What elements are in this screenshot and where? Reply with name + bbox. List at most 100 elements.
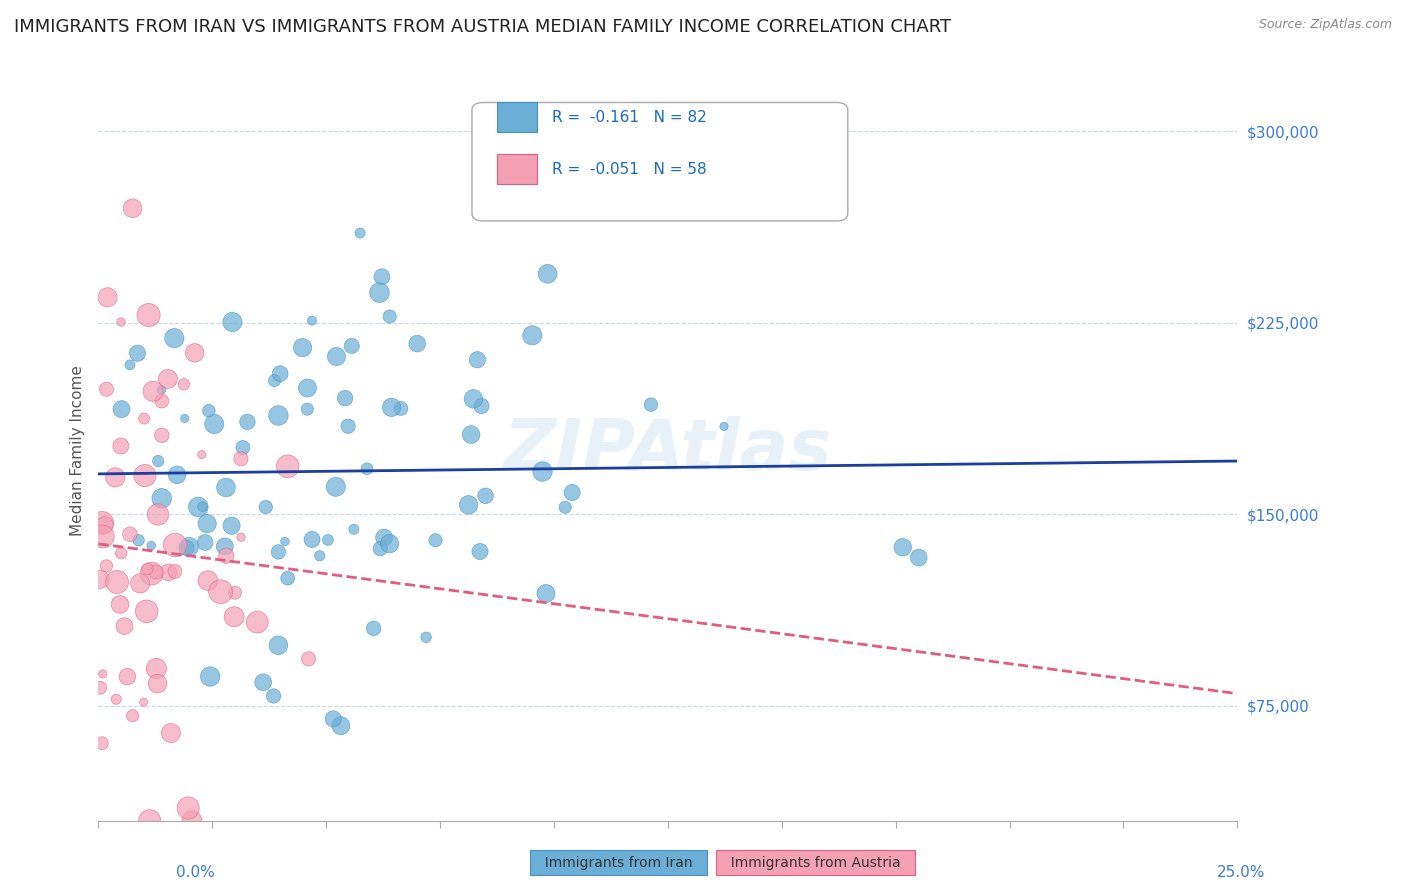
Point <box>363 621 385 635</box>
Point <box>291 341 314 355</box>
Point <box>110 546 132 560</box>
Point <box>138 814 160 828</box>
Point <box>90 736 112 750</box>
Text: Immigrants from Austria: Immigrants from Austria <box>721 855 910 870</box>
Point <box>121 708 143 723</box>
Point <box>308 549 330 563</box>
Point <box>224 609 246 624</box>
Point <box>221 315 243 329</box>
Point <box>156 372 179 386</box>
Point <box>340 339 363 353</box>
Point <box>173 411 195 425</box>
Point <box>110 315 132 329</box>
Point <box>378 310 401 324</box>
Point <box>215 481 238 495</box>
Point <box>329 719 352 733</box>
Point <box>215 549 238 563</box>
Point <box>267 638 290 652</box>
Point <box>163 565 186 579</box>
Text: IMMIGRANTS FROM IRAN VS IMMIGRANTS FROM AUSTRIA MEDIAN FAMILY INCOME CORRELATION: IMMIGRANTS FROM IRAN VS IMMIGRANTS FROM … <box>14 18 952 36</box>
Point <box>142 384 165 399</box>
Point <box>93 518 115 533</box>
Point <box>371 269 394 284</box>
Point <box>173 377 195 392</box>
Point <box>297 652 319 666</box>
Point <box>274 534 297 549</box>
Point <box>134 468 156 483</box>
Point <box>127 346 149 360</box>
Point <box>198 669 221 683</box>
Point <box>333 391 356 405</box>
Point <box>150 383 173 397</box>
Point <box>415 630 437 644</box>
Point <box>269 367 291 381</box>
Point <box>337 419 360 434</box>
Point <box>368 285 391 300</box>
Point <box>96 382 118 396</box>
Point <box>150 491 173 506</box>
Point <box>117 670 139 684</box>
Point <box>373 531 395 545</box>
Point <box>145 565 167 579</box>
Point <box>277 459 299 474</box>
Text: Source: ZipAtlas.com: Source: ZipAtlas.com <box>1258 18 1392 31</box>
Point <box>534 586 557 600</box>
Point <box>104 470 127 484</box>
Point <box>316 533 339 547</box>
Point <box>232 441 254 455</box>
Point <box>470 399 492 413</box>
Bar <box>498 154 537 184</box>
Point <box>236 415 259 429</box>
Point <box>221 518 243 533</box>
Point <box>195 516 218 531</box>
Point <box>467 352 489 367</box>
Point <box>263 374 285 388</box>
Point <box>194 535 217 549</box>
Point <box>136 562 159 576</box>
Point <box>425 533 447 548</box>
Point <box>322 712 344 726</box>
Point <box>177 801 200 815</box>
Bar <box>498 103 537 132</box>
Point <box>522 328 544 343</box>
Point <box>460 427 482 442</box>
Point <box>157 566 180 580</box>
Text: ZIPAtlas: ZIPAtlas <box>503 416 832 485</box>
Y-axis label: Median Family Income: Median Family Income <box>69 365 84 536</box>
FancyBboxPatch shape <box>472 103 848 221</box>
Point <box>198 403 221 417</box>
Point <box>214 540 236 554</box>
Point <box>474 489 496 503</box>
Point <box>531 465 554 479</box>
Point <box>91 529 114 543</box>
Point <box>229 530 252 544</box>
Point <box>380 401 402 415</box>
Point <box>325 350 347 364</box>
Point <box>343 522 366 536</box>
Point <box>89 681 111 695</box>
Point <box>146 676 169 690</box>
Text: R =  -0.161   N = 82: R = -0.161 N = 82 <box>551 110 706 125</box>
Point <box>301 313 323 327</box>
Point <box>160 726 183 740</box>
Point <box>148 454 170 468</box>
Point <box>368 541 391 556</box>
Point <box>378 536 401 550</box>
Point <box>180 814 202 828</box>
Point <box>246 615 269 630</box>
Point <box>166 467 188 482</box>
Point <box>254 500 277 514</box>
Point <box>263 689 285 703</box>
Point <box>468 544 491 558</box>
Point <box>110 439 132 453</box>
Point <box>184 346 207 360</box>
Point <box>135 604 157 618</box>
Point <box>202 417 225 431</box>
Point <box>118 527 141 541</box>
Point <box>110 402 132 417</box>
Point <box>325 480 347 494</box>
Point <box>229 451 252 466</box>
Point <box>141 539 163 553</box>
Point <box>105 575 128 590</box>
Point <box>187 500 209 514</box>
